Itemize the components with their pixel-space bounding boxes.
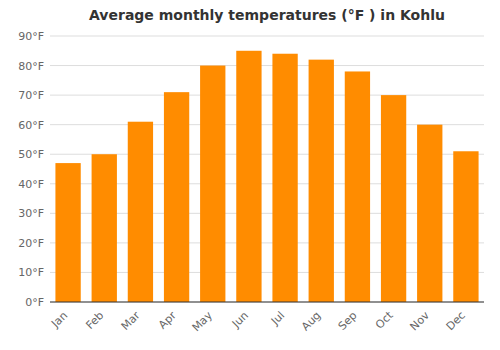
chart-container: Average monthly temperatures (°F ) in Ko… bbox=[0, 0, 500, 350]
bar bbox=[236, 51, 261, 302]
bar bbox=[309, 60, 334, 302]
grid-line bbox=[50, 302, 484, 303]
bar bbox=[453, 151, 478, 302]
y-tick-labels: 0°F 10°F 20°F 30°F 40°F 50°F 60°F 70°F 80°F 90°F bbox=[18, 30, 44, 309]
y-tick-label: 80°F bbox=[18, 60, 44, 73]
bar bbox=[92, 154, 117, 302]
y-tick-label: 30°F bbox=[18, 207, 44, 220]
x-tick-label: Oct bbox=[373, 308, 396, 331]
bar bbox=[200, 66, 225, 302]
x-tick-label: Sep bbox=[336, 309, 360, 333]
y-tick-label: 50°F bbox=[18, 148, 44, 161]
x-tick-label: Aug bbox=[299, 309, 323, 333]
y-tick-label: 60°F bbox=[18, 119, 44, 132]
bar bbox=[345, 71, 370, 302]
bar bbox=[272, 54, 297, 302]
x-tick-labels: Jan Feb Mar Apr May Jun Jul Aug Sep Oct Nov Dec bbox=[48, 308, 468, 334]
y-tick-label: 0°F bbox=[25, 296, 44, 309]
bar bbox=[55, 163, 80, 302]
y-tick-label: 10°F bbox=[18, 266, 44, 279]
bar bbox=[164, 92, 189, 302]
grid-line bbox=[50, 65, 484, 66]
bars bbox=[55, 51, 478, 302]
y-tick-label: 70°F bbox=[18, 89, 44, 102]
x-tick-label: Mar bbox=[119, 309, 143, 333]
x-tick-label: Dec bbox=[444, 309, 468, 333]
grid-line bbox=[50, 36, 484, 37]
bar bbox=[417, 125, 442, 302]
x-tick-label: Jul bbox=[268, 309, 287, 328]
x-tick-label: Jun bbox=[229, 309, 251, 331]
x-tick-label: Feb bbox=[83, 309, 106, 332]
grid bbox=[50, 36, 484, 302]
chart-title: Average monthly temperatures (°F ) in Ko… bbox=[89, 7, 445, 23]
bar bbox=[381, 95, 406, 302]
x-tick-label: Apr bbox=[156, 309, 179, 332]
x-tick-label: May bbox=[190, 309, 216, 335]
x-tick-label: Jan bbox=[48, 309, 70, 331]
chart-svg: Average monthly temperatures (°F ) in Ko… bbox=[0, 0, 500, 350]
y-tick-label: 40°F bbox=[18, 178, 44, 191]
y-tick-label: 20°F bbox=[18, 237, 44, 250]
y-tick-label: 90°F bbox=[18, 30, 44, 43]
x-axis-line bbox=[50, 302, 484, 303]
grid-line bbox=[50, 95, 484, 96]
bar bbox=[128, 122, 153, 302]
x-tick-label: Nov bbox=[407, 309, 432, 334]
